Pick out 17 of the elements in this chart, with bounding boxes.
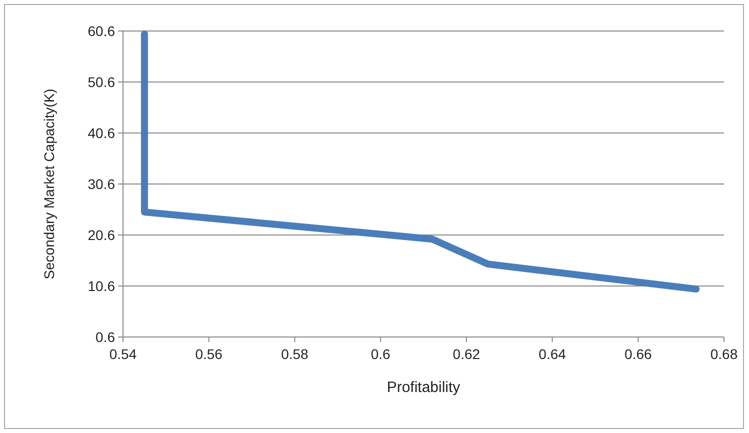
- x-tick-label: 0.68: [710, 346, 738, 362]
- x-tick-label: 0.62: [452, 346, 480, 362]
- x-tick-label: 0.58: [281, 346, 309, 362]
- y-axis-title: Secondary Market Capacity(K): [41, 88, 57, 280]
- x-axis-title: Profitability: [386, 379, 461, 396]
- x-tick-label: 0.54: [109, 346, 137, 362]
- y-tick-label: 40.6: [88, 125, 116, 141]
- y-tick-label: 0.6: [96, 329, 116, 345]
- x-tick-label: 0.6: [370, 346, 391, 362]
- y-tick-label: 50.6: [88, 74, 116, 90]
- y-tick-label: 20.6: [88, 227, 116, 243]
- y-tick-label: 30.6: [88, 176, 116, 192]
- x-tick-label: 0.56: [195, 346, 223, 362]
- x-tick-label: 0.64: [538, 346, 566, 362]
- y-tick-label: 10.6: [88, 278, 116, 294]
- y-tick-label: 60.6: [88, 23, 116, 39]
- x-tick-label: 0.66: [624, 346, 652, 362]
